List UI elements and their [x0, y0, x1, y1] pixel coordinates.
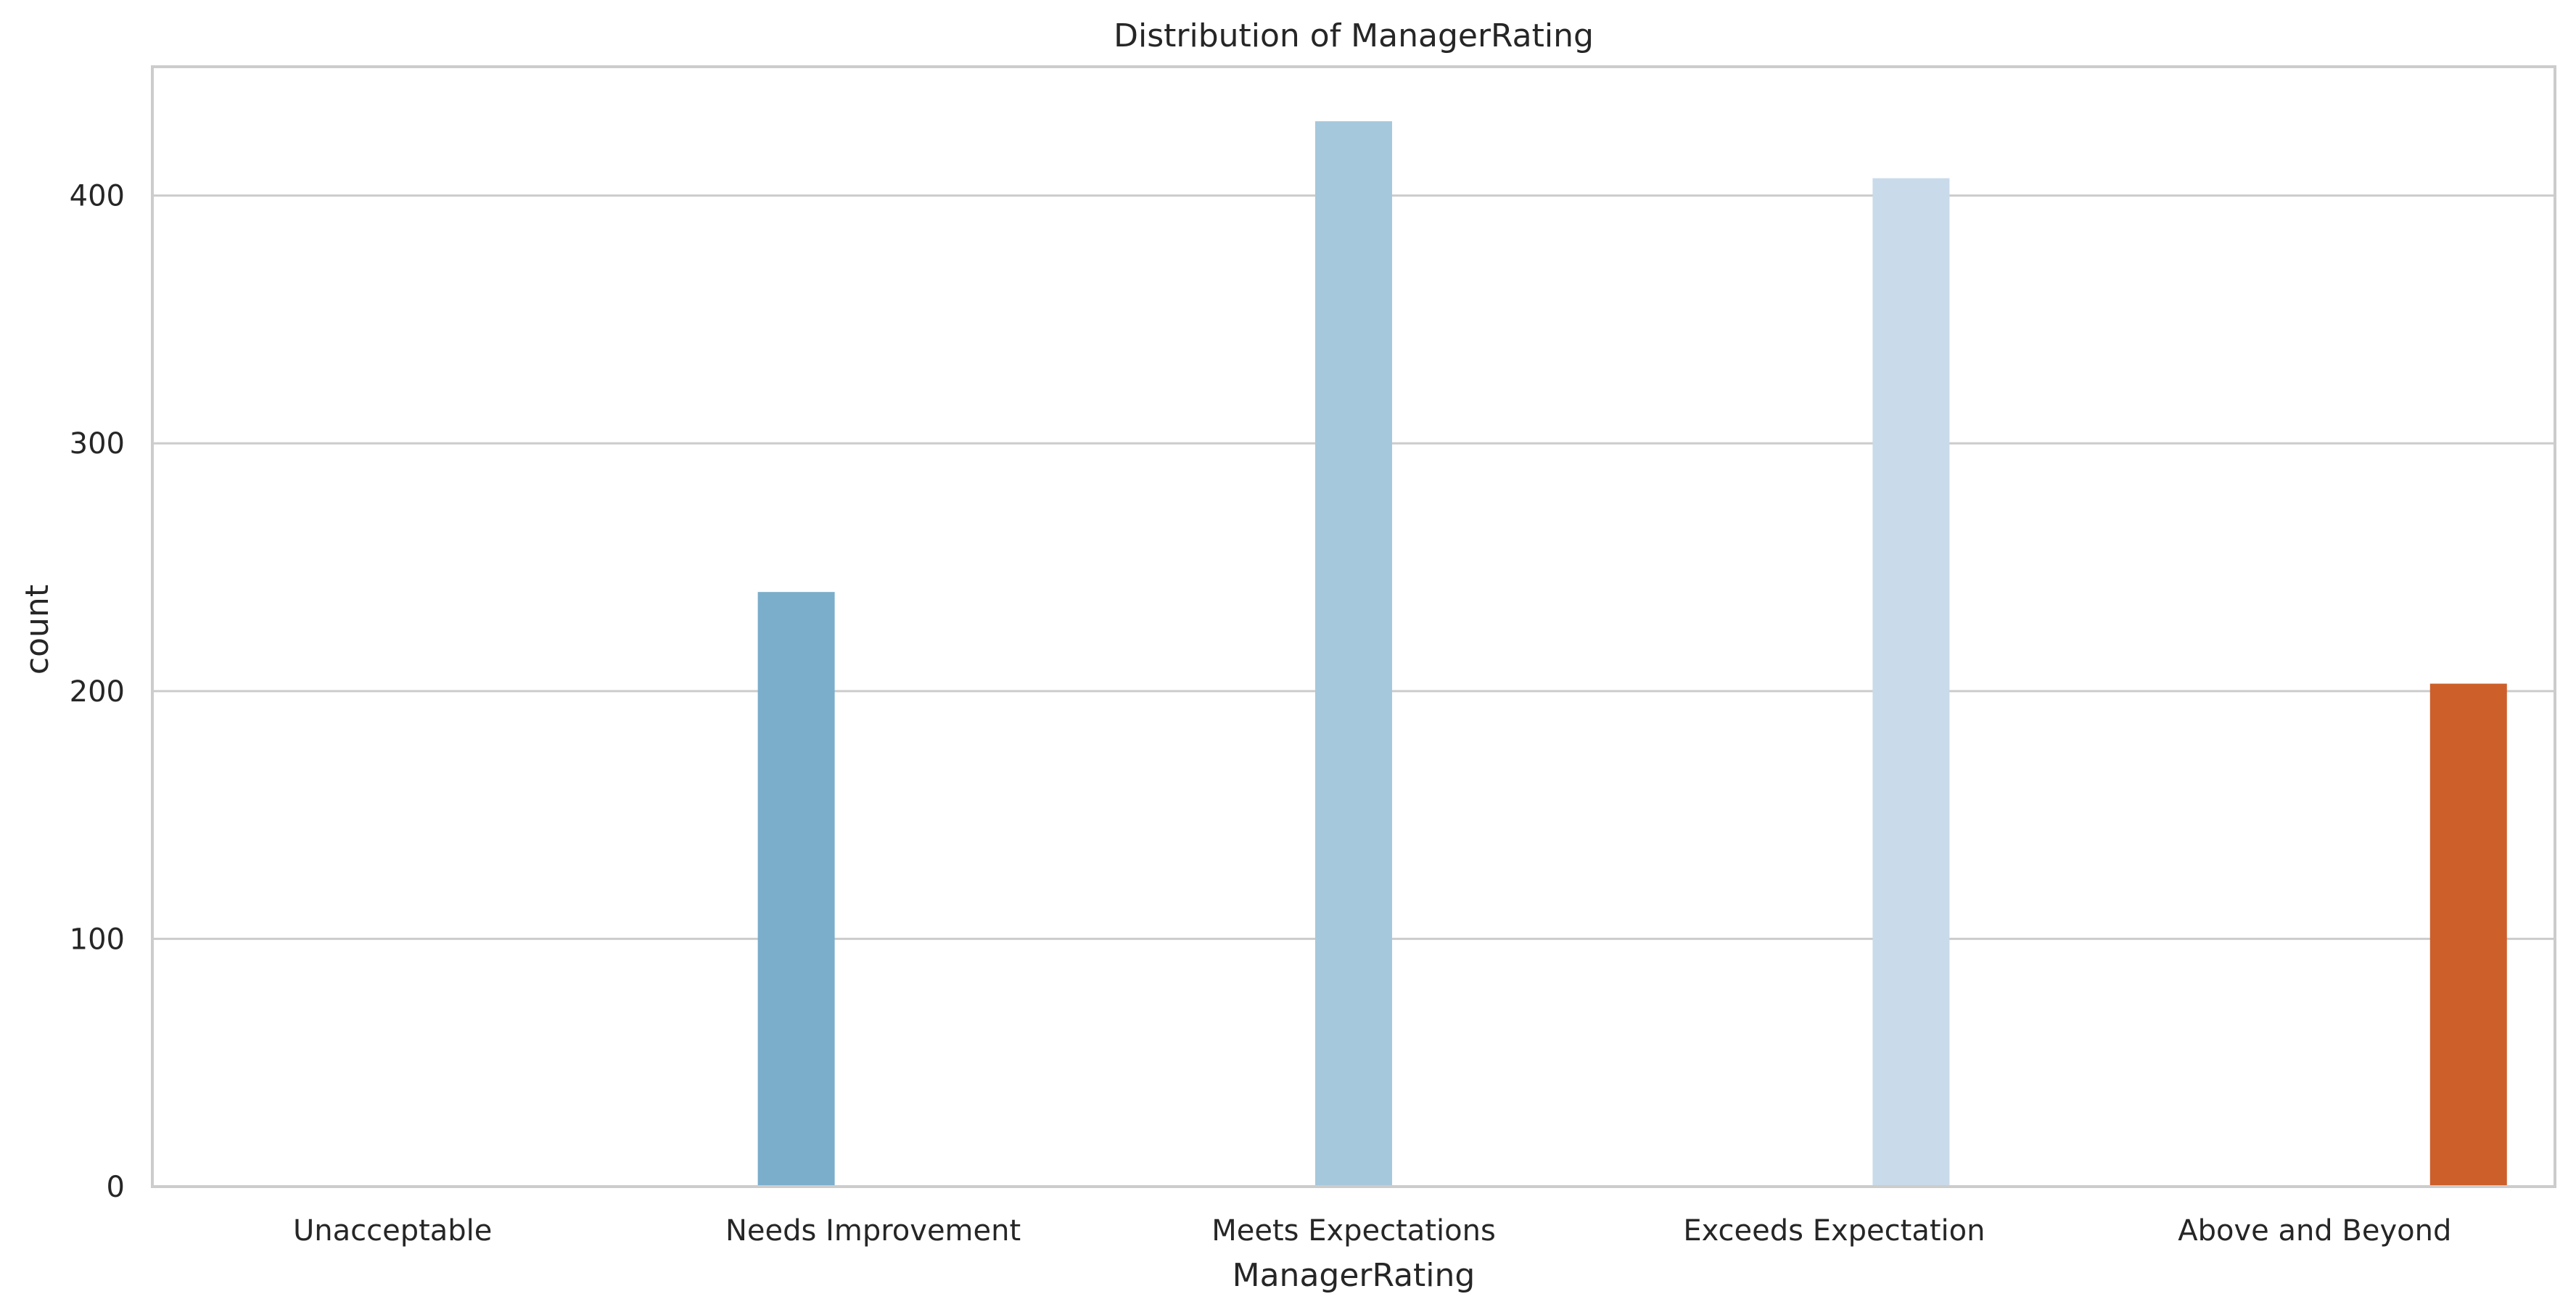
plot-frame	[151, 65, 2556, 1188]
x-tick-label: Unacceptable	[293, 1214, 492, 1248]
bars	[757, 121, 2507, 1187]
y-tick-labels: 0 100 200 300 400	[70, 180, 125, 1204]
x-tick-label: Meets Expectations	[1211, 1214, 1496, 1248]
y-tick-label: 0	[107, 1171, 125, 1204]
y-tick-label: 100	[70, 923, 125, 956]
bar-needs-improvement	[757, 592, 835, 1187]
x-tick-label: Needs Improvement	[725, 1214, 1021, 1248]
y-tick-label: 200	[70, 675, 125, 709]
bar-meets-expectations	[1315, 121, 1392, 1187]
chart-title: Distribution of ManagerRating	[1114, 17, 1594, 54]
y-tick-label: 400	[70, 180, 125, 213]
x-tick-label: Exceeds Expectation	[1683, 1214, 1985, 1248]
bar-exceeds-expectation	[1872, 178, 1950, 1187]
x-tick-label: Above and Beyond	[2178, 1214, 2451, 1248]
x-tick-labels: Unacceptable Needs Improvement Meets Expec…	[293, 1214, 2451, 1248]
bar-above-and-beyond	[2429, 683, 2507, 1187]
y-tick-label: 300	[70, 427, 125, 461]
y-axis-label: count	[19, 585, 56, 675]
x-axis-label: ManagerRating	[1233, 1257, 1476, 1294]
